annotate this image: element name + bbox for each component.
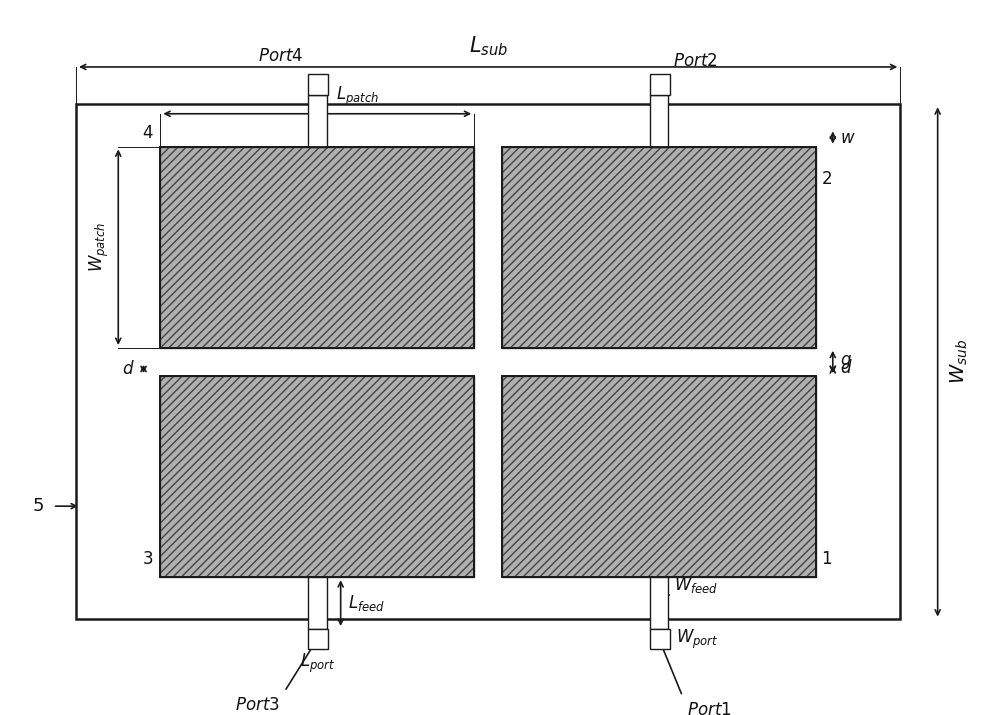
Text: $d$: $d$ (840, 359, 853, 377)
Bar (308, 74, 328, 95)
Text: $d$: $d$ (122, 360, 134, 378)
Text: $w$: $w$ (840, 129, 856, 147)
Text: $L_{port}$: $L_{port}$ (300, 651, 336, 674)
Text: 2: 2 (822, 170, 832, 188)
Bar (308, 628, 328, 649)
Text: 3: 3 (142, 550, 153, 568)
Text: $Port3$: $Port3$ (235, 696, 280, 714)
Text: $W_{port}$: $W_{port}$ (676, 628, 719, 651)
Bar (160, 147, 474, 348)
Text: 4: 4 (142, 124, 153, 142)
Bar (650, 628, 670, 649)
Text: $Port2$: $Port2$ (673, 51, 718, 70)
Text: $L_{feed}$: $L_{feed}$ (348, 593, 385, 613)
Text: $g$: $g$ (840, 353, 852, 371)
Bar (160, 147, 474, 348)
Bar (502, 147, 816, 348)
Bar (160, 376, 474, 577)
Bar (502, 147, 816, 348)
Text: 1: 1 (822, 550, 832, 568)
Text: $W_{sub}$: $W_{sub}$ (949, 340, 970, 385)
Bar (650, 577, 668, 628)
Bar (502, 376, 816, 577)
Text: $L_{sub}$: $L_{sub}$ (469, 34, 508, 58)
Bar (502, 147, 816, 348)
Text: $Port4$: $Port4$ (258, 47, 303, 65)
Bar (160, 147, 474, 348)
Bar (502, 376, 816, 577)
Text: $Port1$: $Port1$ (687, 701, 732, 715)
Bar (308, 95, 327, 147)
Bar (650, 95, 668, 147)
Bar (502, 376, 816, 577)
Bar (160, 376, 474, 577)
Text: $W_{patch}$: $W_{patch}$ (88, 222, 111, 272)
Text: $L_{patch}$: $L_{patch}$ (336, 85, 379, 108)
Text: $W_{feed}$: $W_{feed}$ (674, 575, 718, 595)
Bar (160, 376, 474, 577)
Bar (650, 74, 670, 95)
Bar (76, 104, 900, 619)
Text: 5: 5 (33, 497, 44, 515)
Bar (308, 577, 327, 628)
